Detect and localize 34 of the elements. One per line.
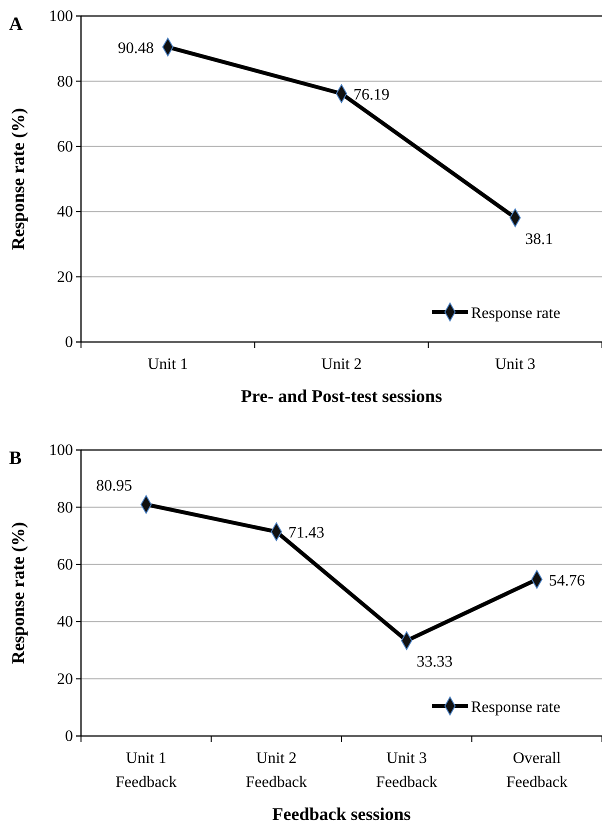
- x-tick-label: Unit 3: [494, 356, 536, 373]
- y-axis-title: Response rate (%): [8, 522, 28, 664]
- y-tick-label: 40: [57, 614, 73, 631]
- y-tick-label: 80: [57, 499, 73, 516]
- data-label: 80.95: [96, 477, 132, 494]
- y-axis-title: Response rate (%): [8, 108, 28, 250]
- x-tick-label: Unit 2 Feedback: [246, 750, 308, 791]
- chart-title: A: [9, 14, 23, 35]
- data-label: 33.33: [416, 654, 453, 671]
- legend-label: Response rate: [471, 699, 560, 716]
- y-tick-label: 0: [65, 728, 73, 746]
- data-label: 76.19: [354, 86, 390, 104]
- legend-label: Response rate: [471, 305, 560, 322]
- x-tick-label: Unit 2: [321, 356, 362, 373]
- x-axis-title: Feedback sessions: [272, 804, 411, 824]
- y-tick-label: 40: [57, 204, 73, 221]
- y-tick-label: 60: [57, 556, 73, 574]
- x-tick-label: Unit 1 Feedback: [115, 750, 177, 791]
- y-tick-label: 20: [57, 268, 73, 286]
- x-axis-title: Pre- and Post-test sessions: [240, 386, 442, 406]
- x-tick-label: Unit 1: [148, 356, 188, 373]
- y-tick-label: 60: [57, 138, 73, 156]
- chart-title: B: [9, 448, 22, 469]
- data-label: 38.1: [525, 230, 554, 248]
- data-label: 90.48: [118, 40, 154, 58]
- y-tick-label: 100: [49, 8, 73, 26]
- data-label: 71.43: [288, 524, 324, 542]
- y-tick-label: 0: [65, 334, 73, 352]
- x-tick-label: Unit 3 Feedback: [376, 750, 438, 791]
- x-tick-label: Overall Feedback: [506, 750, 568, 791]
- y-tick-label: 100: [49, 442, 73, 460]
- y-tick-label: 20: [57, 670, 73, 688]
- y-tick-label: 80: [57, 73, 73, 90]
- data-label: 54.76: [548, 572, 585, 590]
